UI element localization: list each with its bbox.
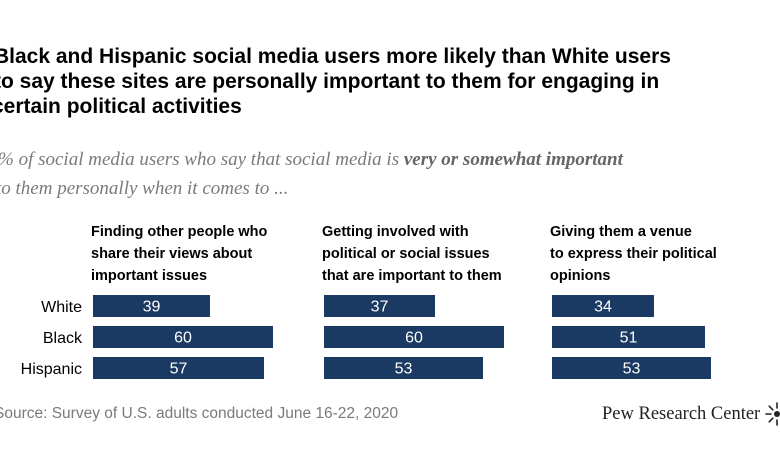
- bar-value-label: 51: [620, 330, 638, 347]
- chart-title: Black and Hispanic social media users mo…: [0, 0, 780, 119]
- brand-name: Pew Research Center: [602, 404, 761, 424]
- panel-title-line: to express their political: [550, 246, 717, 262]
- bar-value-label: 37: [371, 299, 389, 316]
- category-label: White: [41, 299, 82, 316]
- subtitle-line: to them personally when it comes to ...: [0, 178, 289, 199]
- bar: [552, 357, 711, 379]
- bar: [324, 326, 504, 348]
- title-line: certain political activities: [0, 95, 242, 118]
- category-label: Black: [43, 330, 83, 347]
- pew-sunburst-icon: [765, 402, 780, 426]
- bar-value-label: 53: [395, 361, 413, 378]
- panel-title-line: that are important to them: [322, 268, 502, 284]
- panel-title-line: important issues: [91, 268, 207, 284]
- panel-title-line: Finding other people who: [91, 224, 268, 240]
- title-line: to say these sites are personally import…: [0, 70, 660, 93]
- panel-title-line: Giving them a venue: [550, 224, 692, 240]
- bar: [93, 295, 210, 317]
- bar: [552, 326, 705, 348]
- bar-value-label: 60: [405, 330, 423, 347]
- bar: [552, 295, 654, 317]
- panel-title-line: opinions: [550, 268, 610, 284]
- chart-subtitle: % of social media users who say that soc…: [0, 145, 780, 203]
- panel-title-line: share their views about: [91, 246, 252, 262]
- bar-value-label: 53: [623, 361, 641, 378]
- bar: [324, 295, 435, 317]
- bar-value-label: 34: [594, 299, 612, 316]
- bar: [93, 357, 264, 379]
- bar-value-label: 39: [143, 299, 161, 316]
- bar-value-label: 60: [174, 330, 192, 347]
- category-label: Hispanic: [21, 361, 82, 378]
- panel-title-line: political or social issues: [322, 246, 490, 262]
- subtitle-line: % of social media users who say that soc…: [0, 145, 780, 174]
- subtitle-emphasis: very or somewhat important: [403, 149, 623, 170]
- subtitle-text: % of social media users who say that soc…: [0, 149, 404, 170]
- title-line: Black and Hispanic social media users mo…: [0, 45, 671, 68]
- panel-title-line: Getting involved with: [322, 224, 469, 240]
- source-note: Source: Survey of U.S. adults conducted …: [0, 405, 399, 422]
- bar-value-label: 57: [170, 361, 188, 378]
- bar: [324, 357, 483, 379]
- bar: [93, 326, 273, 348]
